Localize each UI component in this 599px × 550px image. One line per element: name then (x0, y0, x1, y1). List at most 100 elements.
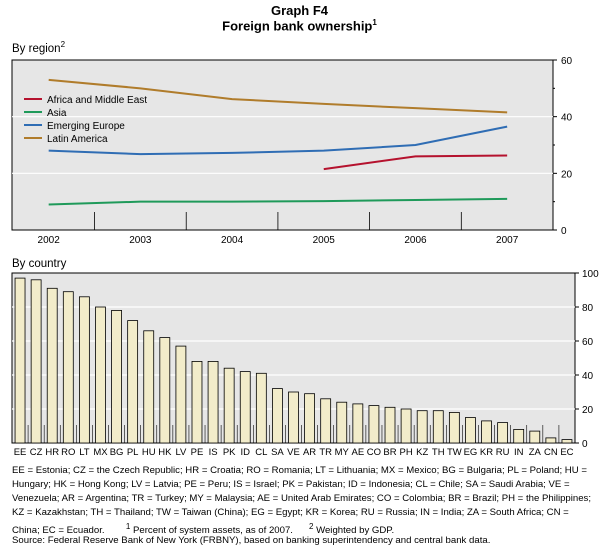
country-y-tick-label: 60 (582, 337, 594, 348)
country-bar (46, 287, 58, 444)
region-y-tick-label: 40 (561, 113, 573, 124)
country-x-tick-label: CZ (30, 447, 43, 455)
country-x-tick-label: ZA (529, 447, 542, 455)
country-y-tick-label: 40 (582, 371, 594, 382)
country-x-tick-label: CL (255, 447, 267, 455)
region-line-chart: 0 20 40 60 2002 2003 2004 2005 2006 2007 Africa an… (11, 56, 573, 246)
country-x-tick-label: IS (209, 447, 218, 455)
country-x-tick-label: VE (287, 447, 300, 455)
country-bar (191, 361, 203, 444)
region-x-tick-label: 2002 (38, 235, 61, 246)
country-bar (513, 428, 525, 444)
country-y-tick-label: 100 (582, 269, 599, 280)
country-bar (223, 367, 235, 444)
series-line-africa-and-middle-east (323, 154, 508, 171)
region-panel-label: By region2 (12, 40, 65, 55)
country-x-tick-label: CO (367, 447, 381, 455)
country-bar (320, 398, 332, 444)
chart-title: Graph F4 (270, 3, 329, 18)
country-x-tick-label: PK (223, 447, 236, 455)
country-bar (239, 371, 251, 444)
country-bar (481, 420, 492, 444)
note2-text: Weighted by GDP. (316, 525, 395, 537)
country-x-tick-label: MX (93, 447, 108, 455)
country-bar (529, 430, 541, 444)
region-y-tick-label: 0 (561, 226, 567, 237)
country-x-tick-label: TW (447, 447, 462, 455)
country-y-tick-label: 80 (582, 303, 594, 314)
region-x-tick-label: 2004 (221, 235, 244, 246)
country-bar (561, 439, 573, 444)
country-x-tick-label: HU (142, 447, 156, 455)
country-x-tick-label: BG (110, 447, 124, 455)
legend-label: Emerging Europe (47, 121, 125, 132)
note2-marker: 2 (308, 522, 314, 531)
subtitle-footnote-marker: 1 (372, 18, 377, 27)
country-bar (288, 391, 299, 444)
country-bar (400, 408, 412, 444)
country-bar (384, 406, 396, 444)
country-x-tick-label: LV (175, 447, 187, 455)
country-bar (255, 372, 267, 444)
series-line-emerging-europe (48, 125, 508, 156)
region-label-text: By region (12, 42, 61, 55)
legend-label: Asia (47, 108, 67, 119)
country-y-tick-label: 20 (582, 405, 594, 416)
country-x-tick-label: BR (383, 447, 396, 455)
country-bar (336, 401, 348, 444)
country-bar (368, 405, 380, 444)
country-bar (416, 410, 428, 444)
country-x-tick-label: PE (191, 447, 204, 455)
subtitle-text: Foreign bank ownership (222, 18, 373, 34)
country-bar (545, 437, 557, 444)
country-x-tick-label: AE (351, 447, 364, 455)
region-x-tick-label: 2006 (404, 235, 427, 246)
country-x-tick-label: SA (271, 447, 284, 455)
country-bar (175, 345, 187, 444)
region-x-tick-label: 2005 (313, 235, 336, 246)
note1-text: Percent of system assets, as of 2007. (132, 525, 293, 537)
note1-marker: 1 (125, 522, 131, 531)
country-panel-label: By country (12, 258, 67, 270)
country-x-tick-label: HK (158, 447, 172, 455)
legend-label: Latin America (47, 134, 108, 145)
country-x-tick-label: PL (127, 447, 139, 455)
country-x-tick-label: PH (399, 447, 412, 455)
series-line-asia (48, 197, 508, 206)
country-x-tick-label: KR (480, 447, 493, 455)
country-bar (352, 403, 364, 444)
abbreviations-text: EE = Estonia; CZ = the Czech Republic; H… (12, 465, 592, 537)
region-y-tick-label: 60 (561, 56, 573, 67)
country-bar (62, 291, 74, 444)
country-bar (143, 330, 155, 444)
country-bar (432, 410, 444, 444)
country-bar (159, 337, 171, 444)
country-bar (465, 417, 476, 444)
chart-subtitle: Foreign bank ownership1 (0, 18, 599, 33)
country-x-tick-label: KZ (416, 447, 428, 455)
country-bar (207, 361, 219, 444)
country-bar (448, 411, 460, 444)
source-note: Source: Federal Reserve Bank of New York… (12, 535, 491, 546)
country-bar (111, 310, 122, 444)
country-bar (14, 277, 26, 444)
country-bar (127, 320, 139, 444)
abbreviations-note: EE = Estonia; CZ = the Czech Republic; H… (12, 464, 592, 538)
region-plot-area (11, 59, 554, 231)
country-bar (95, 306, 106, 444)
country-x-tick-label: MY (335, 447, 350, 455)
region-x-tick-label: 2007 (496, 235, 519, 246)
country-y-tick-label: 0 (582, 439, 588, 450)
country-x-tick-label: IN (514, 447, 524, 455)
country-bar (272, 388, 283, 444)
region-x-tick-label: 2003 (129, 235, 152, 246)
country-x-tick-label: CN (544, 447, 558, 455)
country-x-tick-label: RO (61, 447, 75, 455)
country-x-tick-label: AR (303, 447, 316, 455)
country-bar-chart: 0 20 40 60 80 100 EE CZ HR RO LT MX BG PL HU HK LV PE IS PK… (11, 269, 599, 455)
country-x-tick-label: EC (560, 447, 573, 455)
country-x-tick-label: TR (319, 447, 332, 455)
series-line-latin-america (48, 78, 508, 114)
country-bar (78, 296, 90, 444)
country-bar (30, 279, 42, 444)
